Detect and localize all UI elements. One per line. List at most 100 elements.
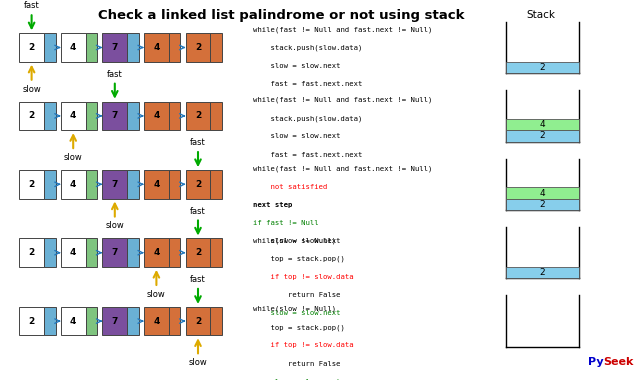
Text: 4: 4 [70, 111, 76, 120]
Text: 4: 4 [70, 180, 76, 189]
Bar [144, 102, 169, 130]
Text: if top != slow.data: if top != slow.data [253, 274, 353, 280]
Bar [19, 239, 44, 267]
Bar [127, 307, 139, 336]
Bar [61, 170, 86, 198]
Bar [102, 239, 127, 267]
Text: slow: slow [106, 221, 124, 230]
Text: 2: 2 [195, 317, 201, 326]
Text: if top != slow.data: if top != slow.data [253, 342, 353, 348]
Bar [144, 307, 169, 336]
Text: stack.push(slow.data): stack.push(slow.data) [253, 115, 362, 122]
Bar [211, 307, 222, 336]
Text: 4: 4 [153, 43, 159, 52]
Bar [506, 187, 579, 199]
Bar [506, 130, 579, 142]
Text: slow = slow.next: slow = slow.next [253, 238, 340, 244]
Text: Stack: Stack [526, 10, 556, 19]
Text: 2: 2 [195, 248, 201, 257]
Text: 2: 2 [540, 268, 545, 277]
Bar [169, 170, 180, 198]
Text: while(fast != Null and fast.next != Null): while(fast != Null and fast.next != Null… [253, 27, 432, 33]
Text: 7: 7 [111, 43, 118, 52]
Bar [19, 170, 44, 198]
Bar [211, 33, 222, 62]
Text: fast: fast [190, 207, 206, 216]
Text: fast = fast.next.next: fast = fast.next.next [253, 152, 362, 158]
Text: 4: 4 [70, 248, 76, 257]
Text: 7: 7 [111, 317, 118, 326]
Text: slow = slow.next: slow = slow.next [253, 133, 340, 139]
Bar [186, 102, 211, 130]
Bar [102, 33, 127, 62]
Bar [19, 33, 44, 62]
Text: 2: 2 [540, 131, 545, 140]
Bar [86, 239, 97, 267]
Text: 2: 2 [195, 43, 201, 52]
Text: top = stack.pop(): top = stack.pop() [253, 324, 345, 331]
Bar [44, 33, 56, 62]
Text: Py: Py [588, 357, 603, 367]
Text: 4: 4 [153, 180, 159, 189]
Bar [44, 307, 56, 336]
Text: 4: 4 [70, 317, 76, 326]
Bar [19, 102, 44, 130]
Text: 2: 2 [28, 111, 35, 120]
Bar [44, 170, 56, 198]
Bar [44, 102, 56, 130]
Text: 2: 2 [28, 180, 35, 189]
Text: fast = fast.next.next: fast = fast.next.next [253, 81, 362, 87]
Text: 4: 4 [153, 248, 159, 257]
Text: while(fast != Null and fast.next != Null): while(fast != Null and fast.next != Null… [253, 97, 432, 103]
Bar [144, 239, 169, 267]
Bar [44, 239, 56, 267]
Bar [102, 307, 127, 336]
Bar [211, 102, 222, 130]
Bar [61, 33, 86, 62]
Text: 2: 2 [195, 180, 201, 189]
Text: fast: fast [190, 138, 206, 147]
Text: top = stack.pop(): top = stack.pop() [253, 256, 345, 262]
Text: while(slow != Null): while(slow != Null) [253, 238, 336, 244]
Text: slow: slow [64, 153, 83, 162]
Text: fast: fast [24, 2, 40, 10]
Text: 7: 7 [111, 248, 118, 257]
Text: return False: return False [253, 292, 340, 298]
Bar [127, 239, 139, 267]
Bar [169, 239, 180, 267]
Text: slow = slow.next: slow = slow.next [253, 310, 340, 317]
Bar [86, 33, 97, 62]
Bar [86, 170, 97, 198]
Text: next step: next step [253, 202, 292, 208]
Bar [61, 239, 86, 267]
Bar [144, 170, 169, 198]
Bar [61, 307, 86, 336]
Bar [86, 307, 97, 336]
Text: 4: 4 [70, 43, 76, 52]
Text: while(slow != Null): while(slow != Null) [253, 306, 336, 312]
Bar [86, 102, 97, 130]
Text: 4: 4 [153, 111, 159, 120]
Bar [186, 33, 211, 62]
Bar [19, 307, 44, 336]
Text: 7: 7 [111, 111, 118, 120]
Bar [127, 33, 139, 62]
Text: 4: 4 [540, 188, 545, 198]
Bar [211, 239, 222, 267]
Bar [127, 170, 139, 198]
Text: slow = slow.next: slow = slow.next [253, 379, 340, 380]
Bar [102, 102, 127, 130]
Text: fast: fast [190, 275, 206, 284]
Bar [144, 33, 169, 62]
Bar [169, 33, 180, 62]
Text: while(fast != Null and fast.next != Null): while(fast != Null and fast.next != Null… [253, 165, 432, 172]
Text: 2: 2 [540, 200, 545, 209]
Bar [186, 307, 211, 336]
Bar [506, 267, 579, 278]
Text: 4: 4 [540, 120, 545, 129]
Bar [61, 102, 86, 130]
Text: 2: 2 [195, 111, 201, 120]
Text: 7: 7 [111, 180, 118, 189]
Text: slow: slow [147, 290, 166, 299]
Text: Check a linked list palindrome or not using stack: Check a linked list palindrome or not us… [99, 10, 465, 22]
